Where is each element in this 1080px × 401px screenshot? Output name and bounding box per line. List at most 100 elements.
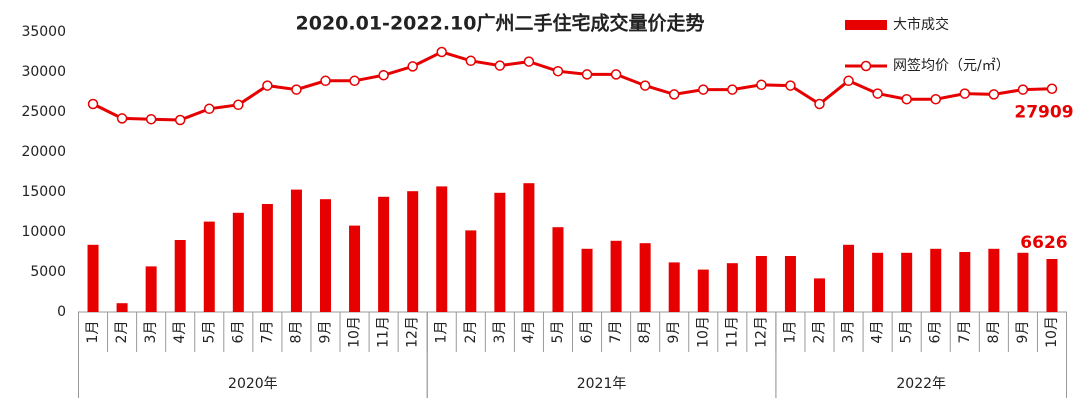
x-tick-label: 8月 xyxy=(637,321,653,344)
x-tick-label: 5月 xyxy=(899,321,915,344)
line-marker xyxy=(349,75,360,87)
bar xyxy=(436,186,448,312)
x-tick-label: 7月 xyxy=(608,321,624,344)
x-tick-label: 4月 xyxy=(870,321,886,344)
x-tick-label: 7月 xyxy=(259,321,275,344)
line-marker xyxy=(814,98,825,110)
x-tick-label: 12月 xyxy=(753,316,769,348)
line xyxy=(92,50,1053,122)
line-marker xyxy=(116,113,128,124)
x-tick-label: 9月 xyxy=(666,321,682,344)
bar xyxy=(203,221,215,312)
y-tick-label: 25000 xyxy=(21,104,66,120)
bar xyxy=(959,252,971,312)
bar xyxy=(1017,252,1029,312)
legend-swatch xyxy=(860,60,872,72)
bar xyxy=(988,248,1000,312)
line-marker xyxy=(204,103,215,115)
group-label: 2020年 xyxy=(228,376,278,392)
bar xyxy=(901,252,913,312)
bar xyxy=(349,225,361,312)
x-tick-label: 6月 xyxy=(230,321,246,344)
bar xyxy=(726,263,738,312)
y-tick-label: 35000 xyxy=(21,24,66,40)
line-marker xyxy=(233,99,244,111)
line-marker xyxy=(1017,84,1029,95)
x-tick-label: 2月 xyxy=(812,321,828,344)
x-tick-label: 1月 xyxy=(782,321,798,344)
line-marker xyxy=(930,93,941,105)
y-tick-label: 20000 xyxy=(21,144,66,160)
bar xyxy=(814,278,825,312)
x-tick-label: 2月 xyxy=(114,321,130,344)
line-marker xyxy=(87,98,99,110)
bar xyxy=(581,248,593,312)
bar xyxy=(668,262,680,312)
x-tick-label: 6月 xyxy=(928,321,944,344)
line-marker xyxy=(959,88,971,99)
x-tick-label: 11月 xyxy=(724,316,740,348)
x-tick-label: 8月 xyxy=(986,321,1002,344)
legend-label: 大市成交 xyxy=(893,16,949,33)
bar xyxy=(116,303,128,312)
x-tick-label: 10月 xyxy=(1044,316,1060,348)
bar xyxy=(930,248,942,312)
line-marker xyxy=(872,88,883,99)
line-marker xyxy=(291,84,302,95)
line-marker xyxy=(988,89,1000,100)
value-label: 27909 xyxy=(1014,103,1073,123)
legend-label: 网签均价（元/㎡） xyxy=(893,57,1010,74)
bar xyxy=(610,240,622,312)
x-tick-label: 1月 xyxy=(434,321,450,344)
chart-title: 2020.01-2022.10广州二手住宅成交量价走势 xyxy=(296,12,705,35)
line-marker xyxy=(843,75,854,87)
line-marker xyxy=(436,46,447,58)
line-marker xyxy=(407,61,418,72)
line-marker xyxy=(262,80,273,91)
bar xyxy=(87,244,99,312)
line-marker xyxy=(378,69,389,81)
x-tick-label: 6月 xyxy=(579,321,595,344)
bar xyxy=(465,230,477,312)
bar xyxy=(523,183,535,312)
line-marker xyxy=(639,80,651,91)
x-tick-label: 5月 xyxy=(201,321,217,344)
bar xyxy=(843,244,855,312)
x-tick-label: 10月 xyxy=(695,316,711,348)
bar xyxy=(407,191,419,312)
x-tick-label: 3月 xyxy=(492,321,508,344)
line-marker xyxy=(465,55,477,67)
bar xyxy=(145,266,157,312)
group-label: 2022年 xyxy=(896,376,946,392)
line-marker xyxy=(1046,83,1058,94)
legend-swatch xyxy=(845,20,887,30)
y-tick-label: 5000 xyxy=(30,264,66,280)
line-marker xyxy=(523,56,535,67)
bar xyxy=(755,256,767,312)
x-tick-label: 9月 xyxy=(318,321,334,344)
y-tick-label: 10000 xyxy=(21,224,66,240)
line-marker xyxy=(785,80,796,91)
line-marker xyxy=(727,84,738,95)
x-tick-label: 9月 xyxy=(1015,321,1031,344)
x-tick-label: 4月 xyxy=(521,321,537,344)
line-marker xyxy=(668,89,680,100)
bar xyxy=(232,212,244,312)
value-label: 6626 xyxy=(1020,233,1067,253)
bar xyxy=(261,204,273,312)
bar xyxy=(784,256,796,312)
y-tick-label: 15000 xyxy=(21,184,66,200)
bar xyxy=(290,189,302,312)
line-marker xyxy=(494,60,506,71)
x-tick-label: 3月 xyxy=(143,321,159,344)
x-tick-label: 8月 xyxy=(288,321,304,344)
x-tick-label: 2月 xyxy=(463,321,479,344)
x-tick-label: 7月 xyxy=(957,321,973,344)
bar xyxy=(494,192,506,312)
bar xyxy=(697,269,709,312)
line-marker xyxy=(610,69,622,80)
line-marker xyxy=(145,113,157,125)
line-marker xyxy=(320,75,331,87)
bar xyxy=(639,243,651,312)
